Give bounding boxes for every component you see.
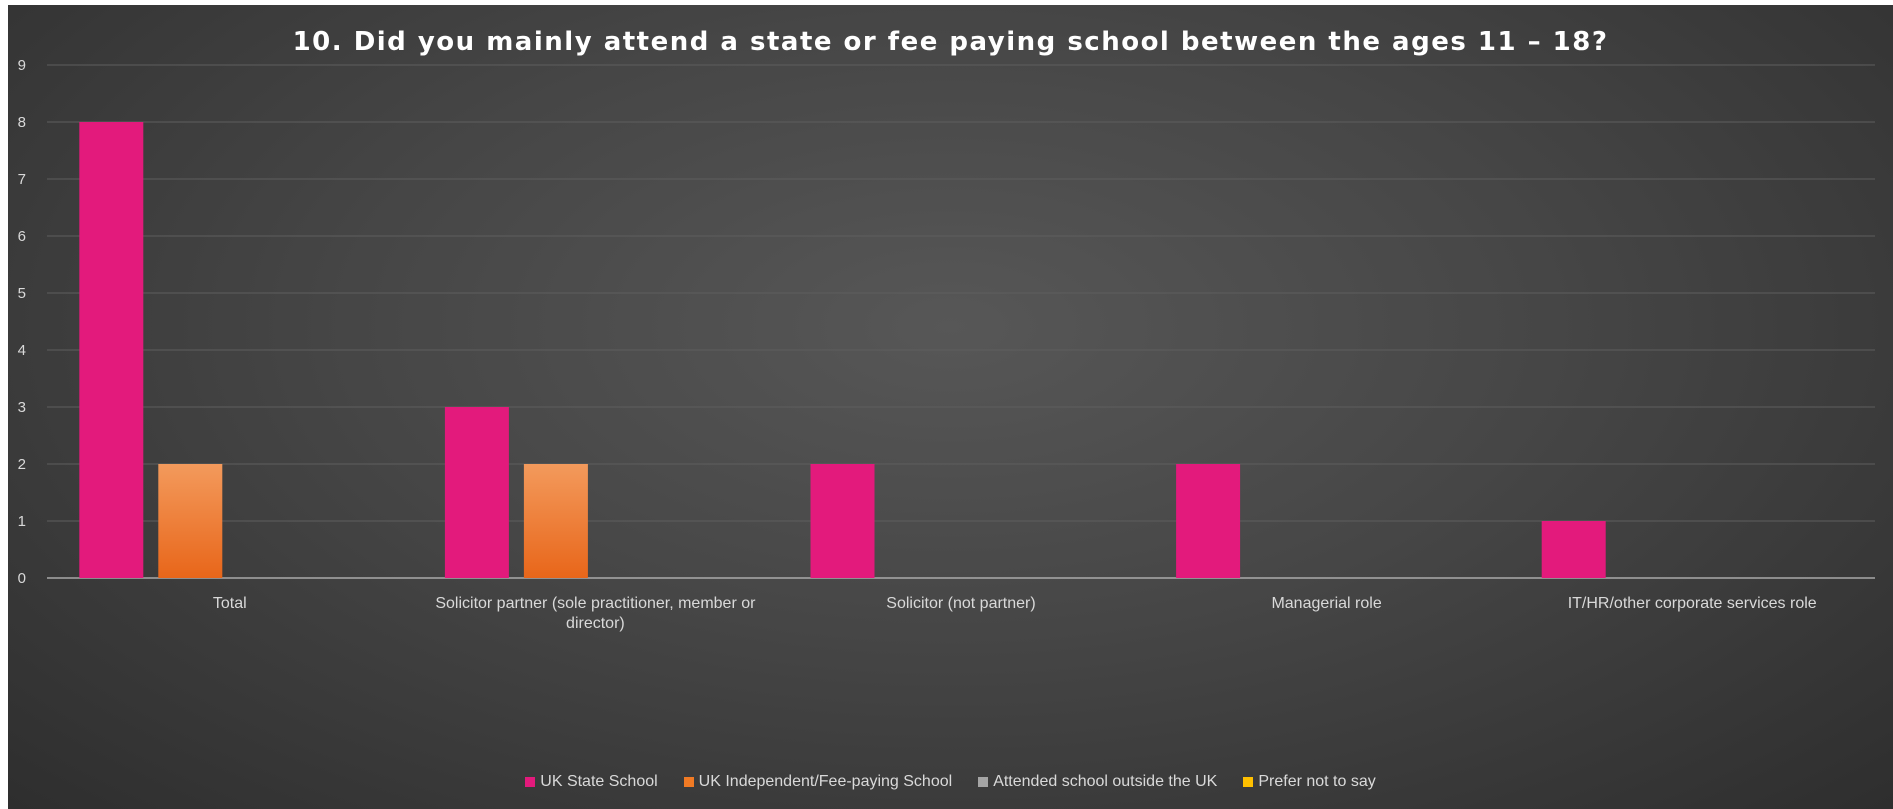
y-tick-label: 4	[18, 342, 26, 359]
y-axis: 0 1 2 3 4 5 6 7 8 9	[18, 57, 26, 587]
legend-swatch	[978, 777, 989, 787]
y-tick-label: 5	[18, 285, 26, 302]
chart-title: 10. Did you mainly attend a state or fee…	[292, 27, 1609, 57]
legend-item: UK State School	[525, 773, 658, 791]
y-tick-label: 7	[18, 171, 26, 188]
x-tick-label: IT/HR/other corporate services role	[1568, 595, 1817, 612]
x-tick-label: Solicitor partner (sole practitioner, me…	[435, 595, 756, 612]
legend: UK State School UK Independent/Fee-paying…	[8, 773, 1893, 791]
legend-label: Prefer not to say	[1258, 773, 1376, 790]
plot-area: 0 1 2 3 4 5 6 7 8 9 Total Solicitor partner (sole …	[18, 57, 1875, 632]
x-tick-label: Solicitor (not partner)	[886, 595, 1035, 612]
y-tick-label: 8	[18, 114, 26, 131]
y-tick-label: 0	[18, 570, 26, 587]
bar	[523, 464, 588, 578]
legend-item: UK Independent/Fee-paying School	[683, 773, 953, 791]
bar	[444, 407, 509, 578]
gridlines	[47, 64, 1875, 579]
legend-swatch	[1243, 777, 1254, 787]
y-tick-label: 3	[18, 399, 26, 416]
bar	[1541, 521, 1606, 578]
y-tick-label: 1	[18, 513, 26, 530]
x-axis: Total Solicitor partner (sole practitione…	[213, 595, 1817, 632]
legend-item: Attended school outside the UK	[978, 773, 1217, 791]
x-tick-label: Total	[213, 595, 247, 612]
legend-label: UK Independent/Fee-paying School	[698, 773, 953, 790]
legend-item: Prefer not to say	[1243, 773, 1376, 791]
y-tick-label: 6	[18, 228, 26, 245]
bar	[1176, 464, 1241, 578]
bar	[158, 464, 223, 578]
chart-area: 10. Did you mainly attend a state or fee…	[8, 5, 1893, 809]
bars	[79, 122, 1606, 578]
bar	[810, 464, 875, 578]
legend-label: Attended school outside the UK	[993, 773, 1218, 790]
bar	[79, 122, 144, 578]
legend-label: UK State School	[540, 773, 658, 790]
x-tick-label: director)	[566, 615, 625, 632]
legend-swatch	[683, 777, 694, 787]
y-tick-label: 2	[18, 456, 26, 473]
y-tick-label: 9	[18, 57, 26, 74]
legend-swatch	[525, 777, 536, 787]
x-tick-label: Managerial role	[1271, 595, 1381, 612]
